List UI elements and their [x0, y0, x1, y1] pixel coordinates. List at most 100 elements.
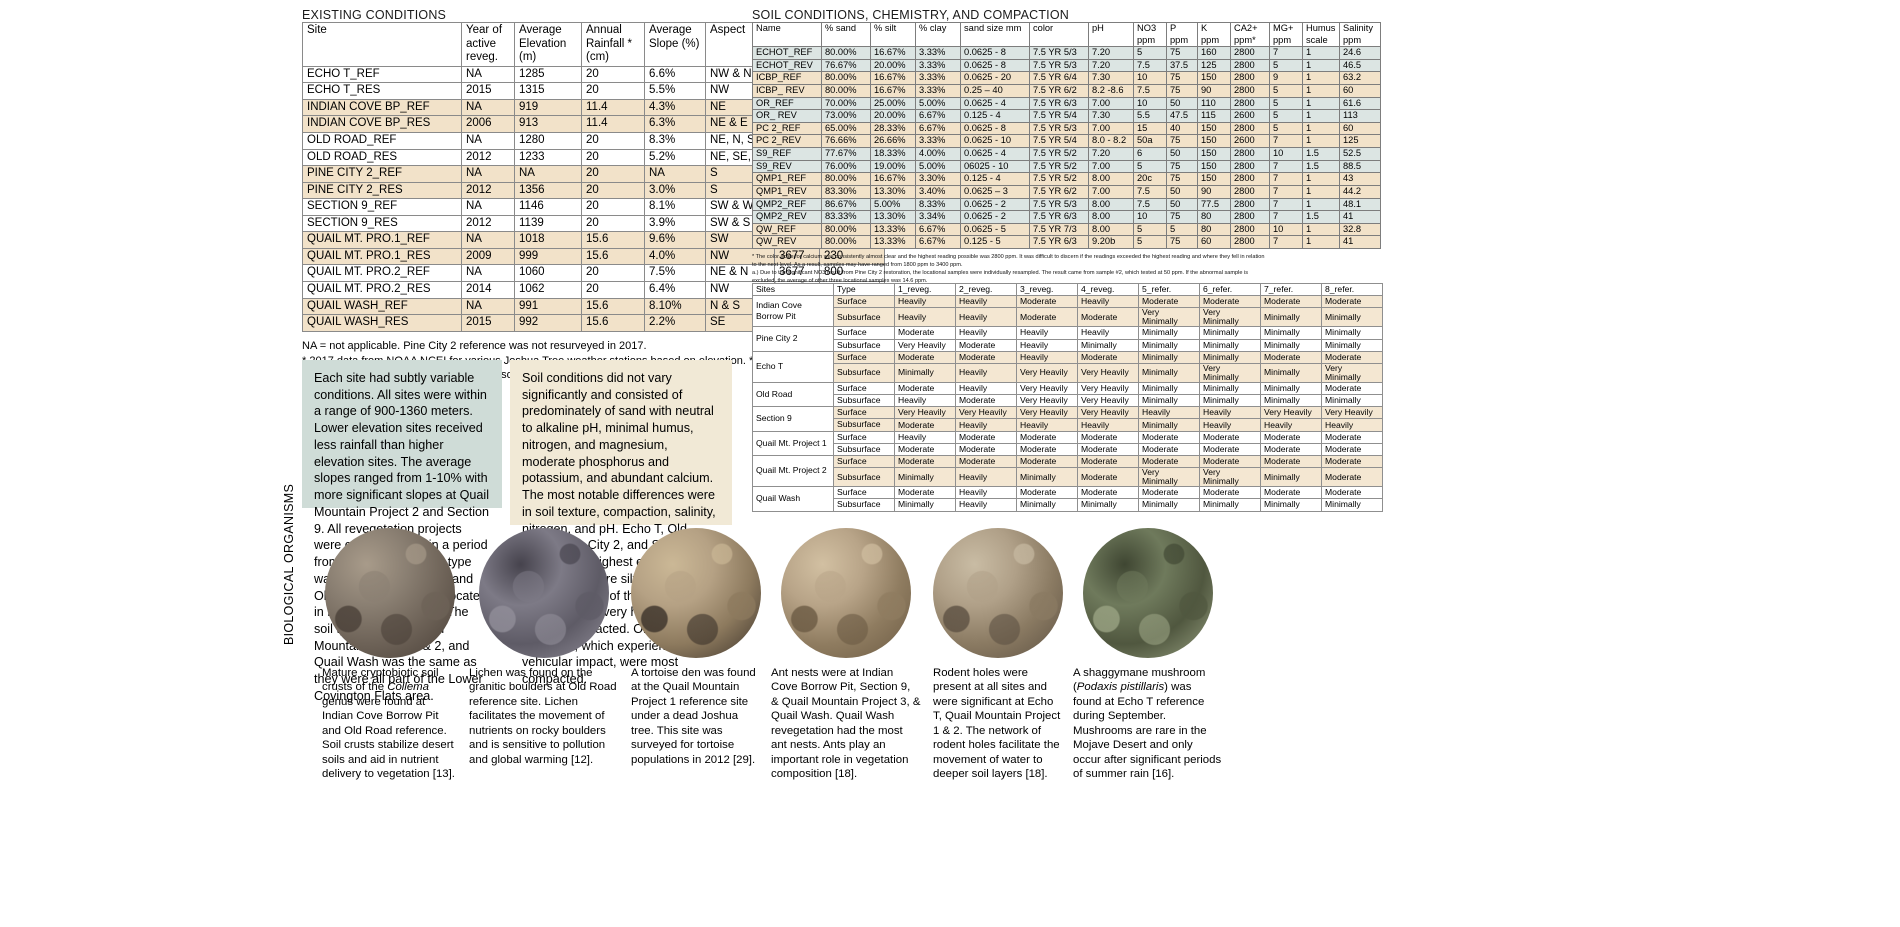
table-row: Subsurface Moderate Heavily Heavily Heavily M…: [753, 418, 1383, 432]
table-row: Pine City 2 Surface Moderate Heavily Heavily…: [752, 326, 1383, 352]
table-row: Subsurface Heavily Moderate Very Heavily Ver…: [753, 394, 1383, 408]
table-cell: Heavily: [894, 430, 956, 444]
table-cell: Moderate: [1321, 381, 1383, 396]
table-cell: 10: [1133, 210, 1167, 224]
table-cell: QUAIL WASH_REF: [302, 297, 462, 316]
table-cell: 2800: [1230, 210, 1270, 224]
table-cell: 2012: [461, 148, 515, 167]
table-cell: 7.5 YR 6/3: [1029, 96, 1089, 111]
table-cell: 32.8: [1339, 222, 1381, 237]
table-cell: 37.5: [1166, 58, 1198, 73]
table-cell: 25.00%: [870, 96, 916, 111]
bio-organism-caption: Rodent holes were present at all sites a…: [933, 667, 1061, 781]
table-cell: 20: [581, 65, 645, 84]
table-cell: PC 2_REF: [752, 121, 822, 136]
table-row: QMP1_REV 83.30% 13.30% 3.40% 0.0625 – 3 7.5 Y…: [752, 184, 1381, 199]
table-cell: 6: [1133, 147, 1167, 161]
bio-organism-caption: Ant nests were at Indian Cove Borrow Pit…: [771, 667, 921, 781]
table-cell: Moderate: [1199, 454, 1261, 469]
col-year: Year of active reveg.: [461, 22, 515, 67]
table-cell: 6.3%: [644, 115, 706, 133]
table-cell: 800: [819, 264, 885, 282]
table-cell: NA: [461, 165, 515, 183]
table-cell: 9: [1269, 71, 1303, 86]
table-cell: Heavily: [1199, 406, 1261, 420]
table-cell: 6.4%: [644, 281, 706, 299]
table-cell: Very Heavily: [1077, 394, 1139, 408]
table-cell: 7.5%: [644, 264, 706, 282]
table-cell: 13.30%: [870, 184, 916, 199]
table-cell: 65.00%: [821, 121, 871, 136]
type-cell: Surface: [833, 454, 895, 469]
site-name-cell: Old Road: [752, 381, 834, 408]
col-1-reveg: 1_reveg.: [894, 282, 956, 297]
table-cell: S9_REF: [752, 147, 822, 161]
bio-organism-item: Lichen was found on the granitic boulder…: [469, 528, 619, 782]
table-row: Subsurface Moderate Moderate Moderate Modera…: [753, 442, 1383, 456]
table-cell: Moderate: [1321, 467, 1383, 488]
table-cell: 150: [1197, 172, 1231, 186]
table-cell: 75: [1166, 71, 1198, 86]
table-cell: Moderate: [955, 430, 1017, 444]
table-cell: NA: [514, 165, 582, 183]
table-cell: 0.0625 - 8: [960, 121, 1030, 136]
table-cell: Moderate: [1260, 442, 1322, 456]
type-cell: Surface: [833, 406, 895, 420]
table-row: Subsurface Minimally Heavily Minimally Minim…: [753, 498, 1383, 512]
table-cell: 2800: [1230, 58, 1270, 73]
table-cell: 44.2: [1339, 184, 1381, 199]
bio-organism-caption: A shaggymane mushroom (Podaxis pistillar…: [1073, 667, 1222, 781]
table-cell: 2012: [461, 214, 515, 233]
table-cell: ICBP_REF: [752, 71, 822, 86]
compaction-table-wrap: Sites Type 1_reveg. 2_reveg. 3_reveg. 4_…: [752, 282, 1383, 512]
table-cell: 7: [1269, 210, 1303, 224]
bio-organism-item: Ant nests were at Indian Cove Borrow Pit…: [771, 528, 921, 782]
table-cell: 8.1%: [644, 198, 706, 216]
table-cell: Very Heavily: [1016, 394, 1078, 408]
table-cell: 7.5 YR 5/2: [1029, 172, 1089, 186]
table-cell: 50a: [1133, 134, 1167, 149]
table-cell: 0.0625 – 3: [960, 184, 1030, 199]
table-cell: Minimally: [1199, 381, 1261, 396]
table-cell: 5: [1133, 159, 1167, 174]
table-cell: NW: [705, 247, 775, 266]
table-cell: 24.6: [1339, 46, 1381, 60]
type-cell: Surface: [833, 295, 895, 309]
table-row: ICBP_ REV 80.00% 16.67% 3.33% 0.25 – 40 7.5 Y…: [752, 84, 1381, 98]
col-site: Site: [302, 22, 462, 67]
photo-texture: [781, 528, 911, 658]
table-cell: Heavily: [955, 486, 1017, 500]
type-cell: Subsurface: [833, 467, 895, 488]
table-cell: 20: [581, 131, 645, 150]
table-cell: 50: [1166, 197, 1198, 212]
table-cell: 150: [1197, 134, 1231, 149]
table-cell: PINE CITY 2_RES: [302, 181, 462, 200]
table-cell: 50: [1166, 184, 1198, 199]
table-cell: Heavily: [1016, 418, 1078, 432]
table-cell: 3.0%: [644, 181, 706, 200]
table-cell: 20: [581, 165, 645, 183]
table-cell: NA: [644, 165, 706, 183]
table-cell: Moderate: [894, 350, 956, 364]
table-cell: 7.00: [1088, 96, 1134, 111]
table-cell: 6.67%: [915, 235, 961, 249]
biological-organisms-row: Mature cryptobiotic soil crusts of the C…: [322, 528, 1442, 782]
table-cell: Very Heavily: [1077, 406, 1139, 420]
table-cell: 913: [514, 115, 582, 133]
table-row: Echo T Surface Moderate Moderate Heavily Mode…: [752, 350, 1383, 383]
table-cell: 1: [1302, 134, 1340, 149]
biological-organisms-title: BIOLOGICAL ORGANISMS: [282, 483, 296, 645]
table-cell: Minimally: [1260, 394, 1322, 408]
table-cell: Minimally: [894, 498, 956, 512]
table-cell: Heavily: [1260, 418, 1322, 432]
table-cell: 40: [1166, 121, 1198, 136]
table-cell: ICBP_ REV: [752, 84, 822, 98]
table-cell: Heavily: [1077, 418, 1139, 432]
table-row: ECHOT_REV 76.67% 20.00% 3.33% 0.0625 - 8 7.5 …: [752, 58, 1381, 73]
table-cell: 15.6: [581, 231, 645, 249]
table-cell: 1315: [514, 82, 582, 100]
table-cell: Moderate: [955, 338, 1017, 352]
type-cell: Surface: [833, 381, 895, 396]
table-cell: 16.67%: [870, 172, 916, 186]
table-row: QW_REF 80.00% 13.33% 6.67% 0.0625 - 5 7.5 YR …: [752, 222, 1381, 237]
